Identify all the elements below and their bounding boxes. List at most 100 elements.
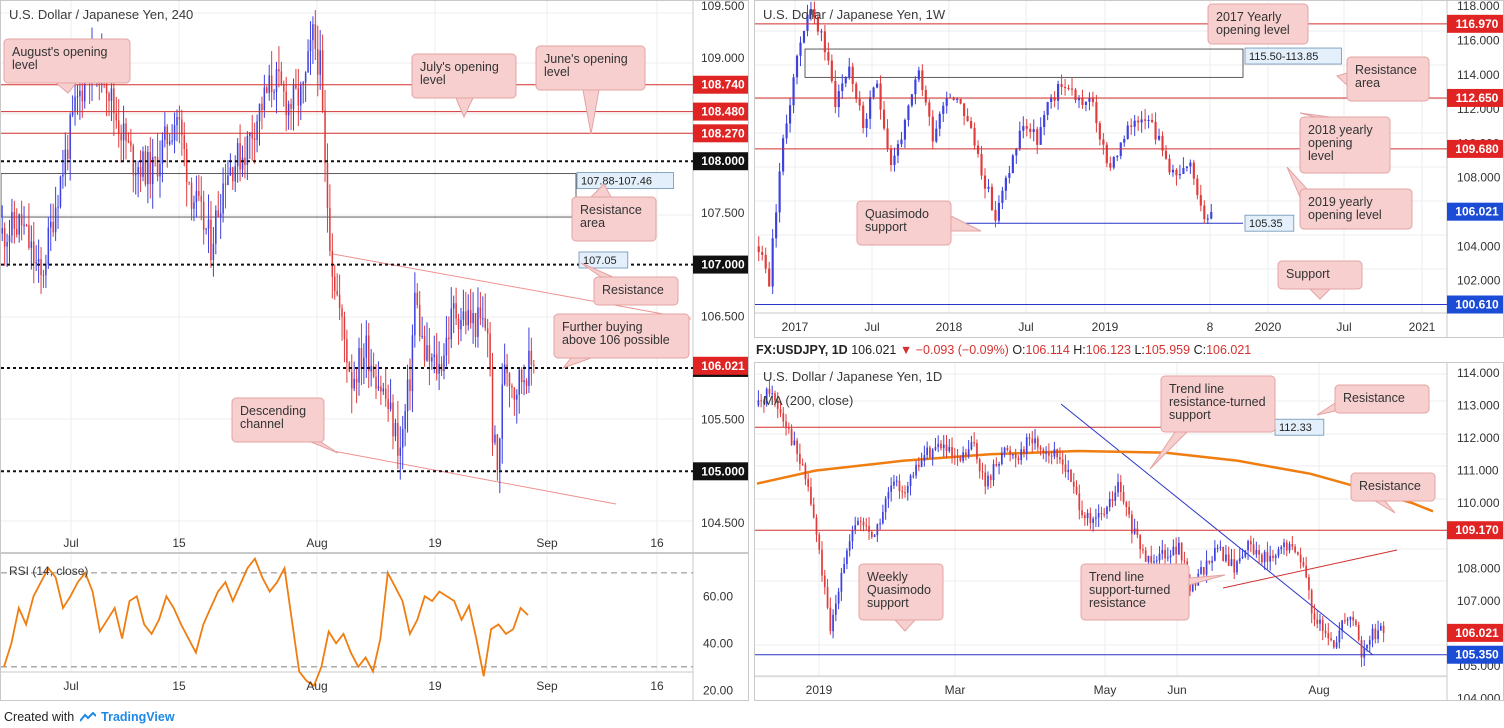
d1-candle	[1382, 625, 1385, 633]
h4-candle	[161, 139, 164, 164]
d1-candle	[929, 447, 931, 458]
callout-2019-yearly-text: opening level	[1308, 208, 1382, 222]
ohlc-close-value: 106.021	[1206, 343, 1252, 357]
d1-candle	[915, 464, 917, 476]
d1-candle	[862, 521, 865, 526]
w1-candle	[771, 238, 774, 287]
chart-panel-1d[interactable]: 114.000 113.000 112.000 111.000 110.000 108.0…	[754, 362, 1504, 701]
d1-candle	[1180, 542, 1183, 561]
d1-candle	[1294, 546, 1296, 553]
x-tick-label: Sep	[536, 536, 558, 550]
d1-candle	[998, 464, 1000, 466]
d1-candle	[782, 413, 785, 422]
w1-candle	[869, 97, 872, 119]
w1-candle	[966, 115, 969, 122]
chart-1w-svg[interactable]: 118.000116.000114.000112.000110.000108.0…	[755, 1, 1504, 338]
d1-candle	[942, 444, 945, 449]
w1-candle	[910, 94, 913, 106]
d1-candle	[1252, 544, 1255, 555]
d-level-1-tag-label: 105.350	[1455, 648, 1499, 662]
d1-candle	[1014, 454, 1017, 459]
y-tick-label: 108.000	[1457, 171, 1501, 185]
d1-candle	[1178, 542, 1180, 555]
d1-candle	[1374, 628, 1377, 640]
d1-candle	[1349, 616, 1352, 620]
h4-candle	[309, 40, 312, 52]
d1-candle	[976, 443, 978, 460]
h4-candle	[144, 151, 147, 185]
h4-candle	[319, 50, 321, 75]
d1-candle	[1089, 512, 1092, 523]
footer-brand-link[interactable]: TradingView	[101, 710, 175, 724]
h4-candle	[358, 348, 360, 383]
chart-4h-svg[interactable]: 109.500109.000108.500107.500106.500105.5…	[1, 1, 749, 553]
w1-candle	[1039, 127, 1042, 145]
d1-candle	[1078, 493, 1081, 511]
h4-candle	[360, 348, 363, 369]
h4-candle	[380, 386, 382, 392]
chart-1d-svg[interactable]: 114.000 113.000 112.000 111.000 110.000 108.0…	[755, 363, 1504, 701]
d-trendline-blue	[1060, 403, 1374, 656]
h4-candle	[11, 212, 13, 236]
h4-candle	[115, 113, 118, 121]
d1-candle	[1169, 555, 1172, 558]
w1-candle	[757, 246, 760, 253]
h4-candle	[35, 262, 37, 264]
h4-candle	[343, 316, 346, 340]
d1-candle	[1357, 624, 1360, 640]
rsi-svg[interactable]: 60.00 40.00 20.00 Jul 15 Aug 19 Sep 16	[1, 554, 749, 701]
h4-candle	[484, 318, 486, 329]
w1-candle	[1164, 150, 1168, 159]
callout-trendline-resistance-support-text: support	[1169, 408, 1211, 422]
callout-w-support-text: Support	[1286, 267, 1330, 281]
d1-candle	[1012, 454, 1014, 456]
h4-candle	[219, 213, 222, 218]
d1-candle	[1097, 513, 1100, 518]
d1-candle	[1095, 517, 1097, 519]
d1-candle	[1263, 551, 1266, 563]
w1-candle	[862, 105, 865, 129]
d1-candle	[870, 531, 873, 537]
chart-4h-title: U.S. Dollar / Japanese Yen, 240	[9, 7, 194, 22]
h4-candle	[363, 357, 365, 369]
chart-panel-1w[interactable]: 118.000116.000114.000112.000110.000108.0…	[754, 0, 1504, 338]
h4-candle	[125, 123, 127, 141]
d1-candle	[768, 388, 771, 394]
d1-candle	[793, 440, 796, 445]
h4-tag-107-05	[578, 251, 629, 269]
h4-candle	[513, 387, 516, 400]
d1-candle	[1003, 447, 1006, 454]
callout-2018-yearly-text: opening	[1308, 136, 1353, 150]
h4-candle	[462, 311, 465, 320]
d1-candle	[1144, 550, 1147, 562]
w1-candle	[1157, 135, 1161, 140]
callout-further-buying-text: above 106 possible	[562, 333, 670, 347]
w1-candle	[1067, 88, 1070, 90]
d1-candle	[1125, 502, 1128, 507]
d-current-price-tag-label: 106.021	[1455, 626, 1499, 640]
footer: Created with TradingView	[4, 710, 175, 724]
d1-candle	[1274, 555, 1277, 558]
y-tick-label: 116.000	[1457, 33, 1500, 47]
h4-candle	[479, 307, 482, 319]
d1-candle	[1067, 469, 1070, 472]
h4-candle	[268, 75, 270, 93]
ohlc-close: 106.021	[851, 343, 897, 357]
w1-candle	[935, 128, 938, 142]
d1-candle	[1324, 630, 1327, 634]
w-level-0-tag-label: 116.970	[1456, 17, 1499, 31]
d1-candle	[810, 486, 812, 505]
d1-candle	[1108, 498, 1111, 508]
d1-candle	[1086, 512, 1089, 519]
w1-candle	[1137, 120, 1140, 123]
d1-candle	[931, 449, 934, 458]
d1-candle	[1249, 541, 1252, 545]
chart-panel-4h[interactable]: 109.500109.000108.500107.500106.500105.5…	[0, 0, 749, 553]
h4-candle	[71, 111, 74, 115]
d1-candle	[1352, 616, 1355, 621]
h4-level-3-tag-label: 108.000	[701, 154, 745, 168]
x-tick-label: 15	[172, 679, 186, 693]
rsi-panel[interactable]: 60.00 40.00 20.00 Jul 15 Aug 19 Sep 16 RSI (14, …	[0, 553, 749, 701]
w1-candle	[952, 97, 955, 100]
